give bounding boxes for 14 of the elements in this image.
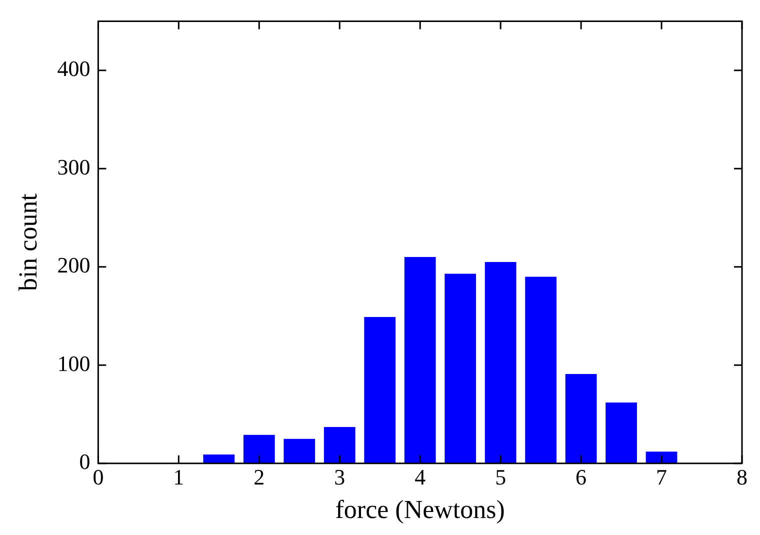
- y-tick-label: 400: [57, 56, 90, 82]
- x-tick-label: 6: [576, 464, 587, 490]
- y-tick-label: 100: [57, 350, 90, 376]
- x-tick-label: 1: [173, 464, 184, 490]
- x-tick-label: 4: [414, 464, 426, 490]
- y-tick-label: 200: [57, 252, 90, 278]
- x-tick-label: 8: [736, 464, 748, 490]
- x-tick-label: 2: [254, 464, 265, 490]
- y-tick-label: 300: [57, 154, 90, 180]
- x-tick-label: 5: [495, 464, 506, 490]
- y-axis-title: bin count: [13, 192, 42, 292]
- x-tick-label: 7: [656, 464, 668, 490]
- x-tick-label: 3: [334, 464, 346, 490]
- x-axis-title: force (Newtons): [335, 495, 505, 524]
